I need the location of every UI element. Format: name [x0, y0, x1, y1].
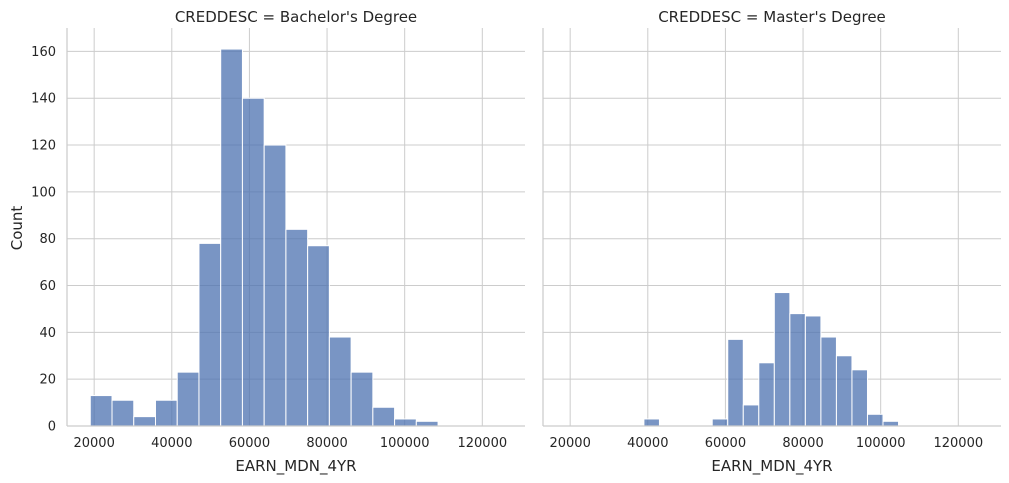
x-tick-label: 60000: [705, 436, 746, 451]
histogram-bar: [220, 48, 243, 427]
histogram-bar: [851, 369, 868, 427]
histogram-bar: [328, 336, 352, 427]
y-tick-label: 0: [48, 420, 56, 435]
panel-2: 20000 40000 60000 80000 100000 120000 EARN_MDN…: [542, 8, 1001, 476]
histogram-bar: [804, 315, 822, 427]
histogram-bar: [820, 336, 837, 427]
y-tick-label: 60: [39, 279, 56, 294]
histogram-bar: [835, 355, 853, 427]
histogram-bar: [154, 399, 178, 427]
x-tick-label: 100000: [380, 436, 430, 451]
histogram-bar: [711, 418, 729, 427]
x-tick-label: 80000: [782, 436, 823, 451]
histogram-bar: [285, 228, 309, 427]
y-axis-label: Count: [8, 206, 26, 251]
histogram-bar: [307, 245, 330, 427]
x-tick-label: 120000: [457, 436, 507, 451]
panel-title: CREDDESC = Bachelor's Degree: [175, 8, 417, 26]
y-tick-label: 20: [39, 373, 56, 388]
x-tick-label: 100000: [856, 436, 906, 451]
x-tick-label: 40000: [151, 436, 192, 451]
chart-panels: 20000 40000 60000 80000 100000 120000 0 20 40 60 8…: [31, 8, 1001, 476]
histogram-bar: [866, 413, 884, 427]
y-tick-label: 120: [31, 139, 56, 154]
histogram-bar: [241, 97, 265, 427]
x-tick-label: 20000: [73, 436, 114, 451]
x-tick-label: 120000: [933, 436, 983, 451]
histogram-bar: [198, 242, 222, 427]
histogram-bar: [372, 406, 396, 427]
histogram-bar: [415, 420, 439, 427]
x-tick-label: 80000: [306, 436, 347, 451]
histogram-bar: [643, 418, 660, 427]
histogram-bar: [263, 144, 287, 427]
histogram-bar: [350, 371, 374, 427]
histogram-bar: [111, 399, 135, 427]
histogram-bar: [89, 395, 113, 427]
x-axis-label: EARN_MDN_4YR: [235, 457, 356, 476]
histogram-bar: [789, 313, 806, 427]
x-axis-label: EARN_MDN_4YR: [711, 457, 832, 476]
histogram-bar: [727, 338, 744, 427]
panel-1: 20000 40000 60000 80000 100000 120000 0 20 40 60 8…: [31, 8, 525, 476]
y-tick-label: 80: [39, 232, 56, 247]
y-tick-label: 160: [31, 45, 56, 60]
x-tick-label: 40000: [627, 436, 668, 451]
y-tick-label: 100: [31, 185, 56, 200]
histogram-bar: [176, 371, 200, 427]
histogram-bar: [773, 292, 791, 427]
histogram-bar: [133, 416, 156, 427]
histogram-bar: [742, 404, 760, 427]
y-tick-label: 40: [39, 326, 56, 341]
x-tick-label: 60000: [229, 436, 270, 451]
histogram-bar: [394, 418, 417, 427]
y-tick-label: 140: [31, 92, 56, 107]
histogram-bar: [758, 362, 775, 427]
panel-title: CREDDESC = Master's Degree: [658, 8, 886, 26]
x-tick-label: 20000: [549, 436, 590, 451]
histogram-bar: [882, 420, 900, 427]
